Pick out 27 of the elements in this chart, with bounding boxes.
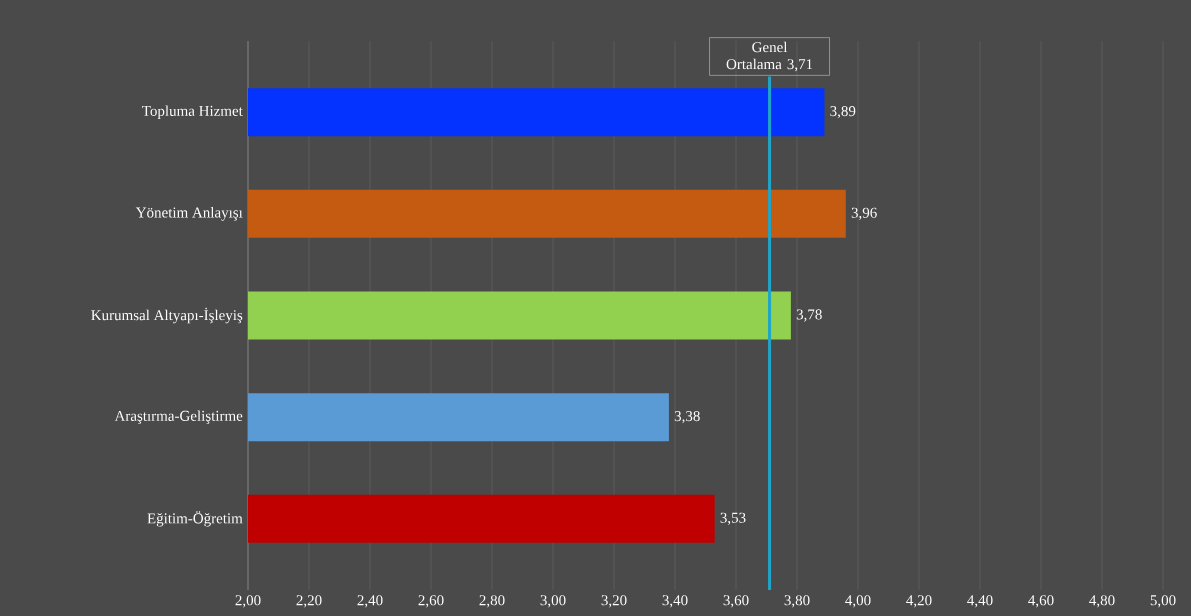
x-tick-label: 2,20: [296, 595, 322, 608]
x-tick-label: 5,00: [1150, 595, 1176, 608]
data-label: 3,53: [720, 512, 746, 525]
x-tick-label: 2,00: [235, 595, 261, 608]
x-tick-label: 3,00: [540, 595, 566, 608]
x-tick-label: 4,00: [845, 595, 871, 608]
data-label: 3,78: [796, 309, 822, 322]
x-tick-label: 3,40: [662, 595, 688, 608]
data-label: 3,89: [830, 106, 856, 119]
data-label: 3,96: [851, 207, 877, 220]
data-label: 3,38: [674, 411, 700, 424]
x-tick-label: 3,20: [601, 595, 627, 608]
x-tick-label: 2,60: [418, 595, 444, 608]
y-tick-label: Araştırma-Geliştirme: [114, 410, 243, 424]
x-tick-label: 2,80: [479, 595, 505, 608]
x-tick-label: 4,60: [1028, 595, 1054, 608]
y-tick-label: Kurumsal Altyapı-İşleyiş: [91, 307, 243, 324]
x-tick-label: 4,80: [1089, 595, 1115, 608]
y-tick-label: Yönetim Anlayışı: [135, 207, 243, 221]
x-tick-label: 3,60: [723, 595, 749, 608]
x-tick-label: 4,40: [967, 595, 993, 608]
ref-line-label: Genel Ortalama 3,71: [726, 41, 813, 72]
y-tick-label: Topluma Hizmet: [142, 105, 243, 119]
x-tick-label: 3,80: [784, 595, 810, 608]
x-tick-label: 4,20: [906, 595, 932, 608]
y-tick-label: Eğitim-Öğretim: [147, 511, 243, 527]
x-tick-label: 2,40: [357, 595, 383, 608]
